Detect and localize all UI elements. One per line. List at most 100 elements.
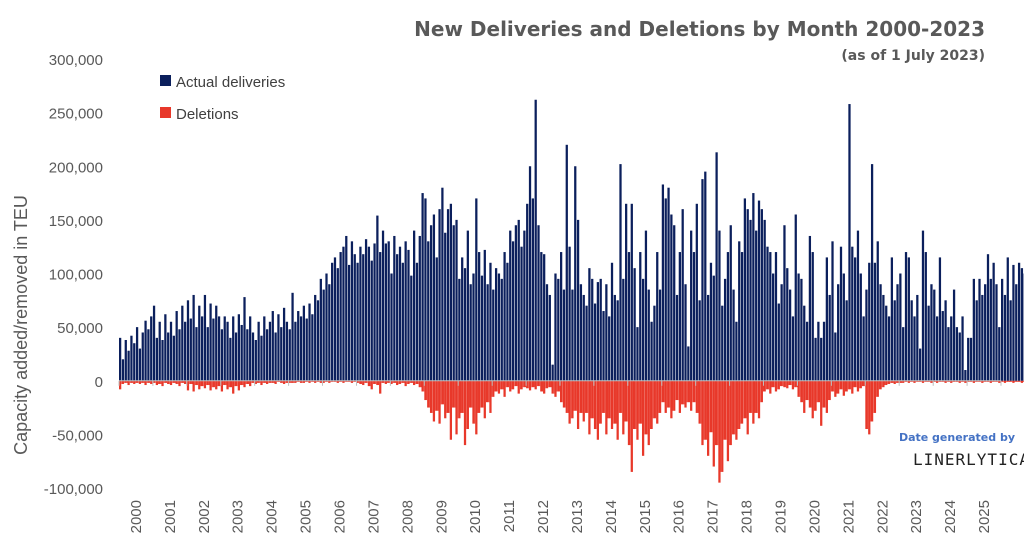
deletion-bar [246,380,249,384]
y-tick-label: -50,000 [52,427,103,444]
deletion-bar-gap [590,380,592,419]
deletion-bar-gap [808,380,809,401]
delivery-bar [690,230,693,381]
delivery-bar [786,268,789,381]
deletion-bar [215,380,218,390]
delivery-bar [715,152,718,381]
delivery-bar [969,337,973,381]
deletion-bar-gap [565,380,566,408]
delivery-bar [520,246,523,381]
deletion-bar-gap [844,380,846,392]
deletion-bar [856,380,860,392]
deletion-bar [707,380,710,456]
delivery-bar [746,209,749,381]
x-tick-label: 2014 [603,500,620,533]
deletion-bar [755,380,758,413]
deletion-bar-gap [717,380,719,446]
delivery-bar [175,311,178,381]
deletion-bar-gap [155,380,156,383]
delivery-bar [772,273,775,381]
delivery-bar [342,246,345,381]
deletion-bar [763,380,766,392]
x-tick-label: 2010 [467,500,484,533]
delivery-bar [299,316,303,381]
delivery-bar [384,243,387,381]
delivery-bar [644,230,648,381]
deletion-bar [981,380,984,383]
delivery-bar [967,337,970,381]
delivery-bar [788,289,792,381]
delivery-bar [653,305,656,381]
delivery-bar [568,246,571,381]
delivery-bar [155,337,159,381]
deletion-bar-gap [367,380,368,383]
deletion-bar [511,380,515,390]
deletion-bar-gap [839,380,840,390]
x-tick-label: 2019 [773,500,790,533]
delivery-bar [429,225,433,381]
deletion-bar [656,380,659,424]
deletion-bar-gap [1006,380,1007,382]
deletion-bar-gap [893,380,894,383]
delivery-bar [274,332,277,381]
deletion-bar [658,380,662,413]
deletion-bar [135,380,139,383]
deletion-bar [401,380,404,383]
deletion-bar [203,380,207,389]
deletion-bar [839,380,843,390]
deletion-bar [786,380,789,389]
deletion-bar [896,380,899,383]
deletion-bar [740,380,744,424]
deletion-bar-gap [570,380,572,419]
delivery-bar [526,203,529,381]
deletion-bar-gap [364,380,365,383]
delivery-bar [907,257,910,381]
deletion-bar-gap [615,380,617,424]
deletion-bar [769,380,772,394]
delivery-bar [803,305,806,381]
deletion-bar-gap [418,380,419,384]
delivery-bar [285,321,289,381]
deletion-bar [141,380,144,383]
deletion-bar-gap [183,380,185,383]
deletion-bar [144,380,147,386]
deletion-bar [410,380,413,383]
delivery-bar [851,246,854,381]
delivery-bar [387,241,390,381]
deletion-bar-gap [191,380,193,384]
deletion-bar-gap [859,380,860,389]
deletion-bar-gap [556,380,558,392]
deletion-bar [721,380,724,472]
delivery-bar [958,332,961,381]
y-tick-label: -100,000 [44,481,103,498]
deletion-bar-gap [468,380,470,408]
delivery-bar [814,337,817,381]
x-tick-label: 2021 [840,500,857,533]
deletion-bar-gap [714,380,716,446]
deletion-bar [1017,380,1021,382]
delivery-bar [647,289,650,381]
deletion-bar-gap [135,380,136,383]
delivery-bar [712,275,715,381]
delivery-bar [506,262,509,381]
deletion-bar [478,380,481,413]
deletion-bar [503,380,506,397]
delivery-bar [297,311,300,381]
y-tick-label: 250,000 [49,106,103,123]
delivery-bar [308,303,311,381]
deletion-bar-gap [471,380,473,408]
delivery-bar [200,316,204,381]
deletion-bar [885,380,888,386]
deletion-bar-gap [271,380,272,383]
delivery-bar [927,305,930,381]
x-tick-label: 2025 [976,500,993,533]
deletion-bar-gap [689,380,691,403]
deletion-bar-gap [361,380,363,384]
deletion-bar-gap [697,380,699,413]
deletion-bar [370,380,373,390]
delivery-bar [240,324,243,381]
deletion-bar-gap [502,380,504,390]
deletion-bar [574,380,577,411]
delivery-bar [950,316,953,381]
deletion-bar [271,380,274,383]
